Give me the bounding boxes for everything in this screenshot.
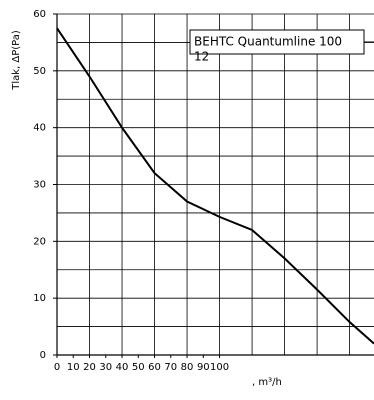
x-tick-label: 60 (148, 362, 161, 373)
x-axis-label: , m³/h (252, 377, 282, 388)
x-tick-label: 30 (99, 362, 112, 373)
x-tick-label: 10 (67, 362, 80, 373)
x-tick-label: 100 (210, 362, 229, 373)
x-tick-label: 80 (181, 362, 194, 373)
y-tick-label: 30 (33, 180, 46, 191)
y-axis-label: Tlak, ΔP(Pa) (11, 30, 22, 91)
x-tick-label: 20 (83, 362, 96, 373)
x-tick-label: 50 (132, 362, 145, 373)
legend-text: BEHTC Quantumline 100 (194, 35, 342, 49)
y-tick-label: 10 (33, 293, 46, 304)
legend-text: 12 (194, 50, 209, 64)
x-tick-label: 40 (116, 362, 129, 373)
y-tick-label: 20 (33, 236, 46, 247)
y-tick-label: 40 (33, 123, 46, 134)
x-tick-label: 90 (197, 362, 210, 373)
x-tick-label: 70 (164, 362, 177, 373)
legend-box (189, 29, 365, 55)
y-tick-label: 60 (33, 9, 46, 20)
data-line (56, 27, 374, 345)
y-tick-label: 0 (40, 350, 46, 361)
y-tick-label: 50 (33, 66, 46, 77)
x-tick-label: 0 (54, 362, 60, 373)
